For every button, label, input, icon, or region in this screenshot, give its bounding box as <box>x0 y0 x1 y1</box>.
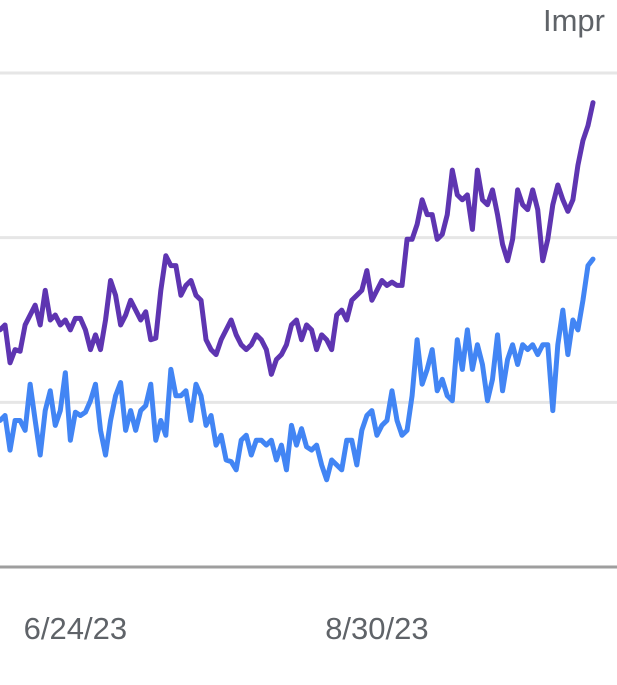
series-line <box>0 256 596 483</box>
x-tick-label: 8/30/23 <box>325 611 428 646</box>
series-line <box>0 100 596 377</box>
x-tick-label: 6/24/23 <box>24 611 127 646</box>
y-axis-label: Impr <box>543 3 605 38</box>
